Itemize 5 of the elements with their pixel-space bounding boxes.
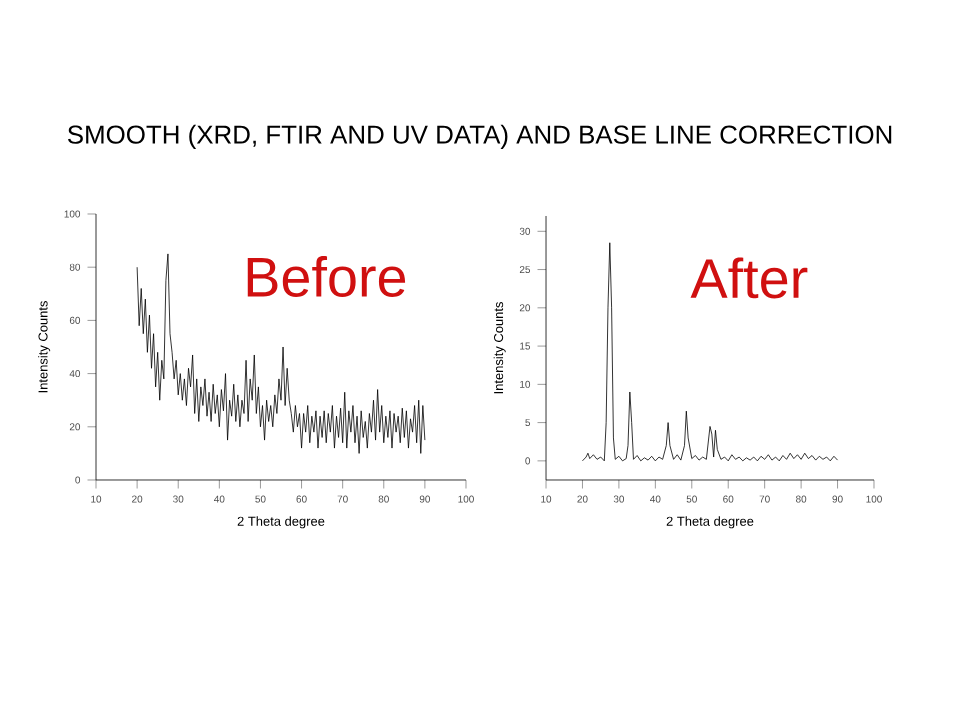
text: SMOOTH (XRD, FTIR AND UV DATA) AND BASE LINE CORRECTION (67, 124, 892, 149)
text: Before (247, 256, 406, 297)
text: After (690, 257, 808, 299)
line-series (136, 253, 426, 454)
line-series (582, 242, 838, 462)
